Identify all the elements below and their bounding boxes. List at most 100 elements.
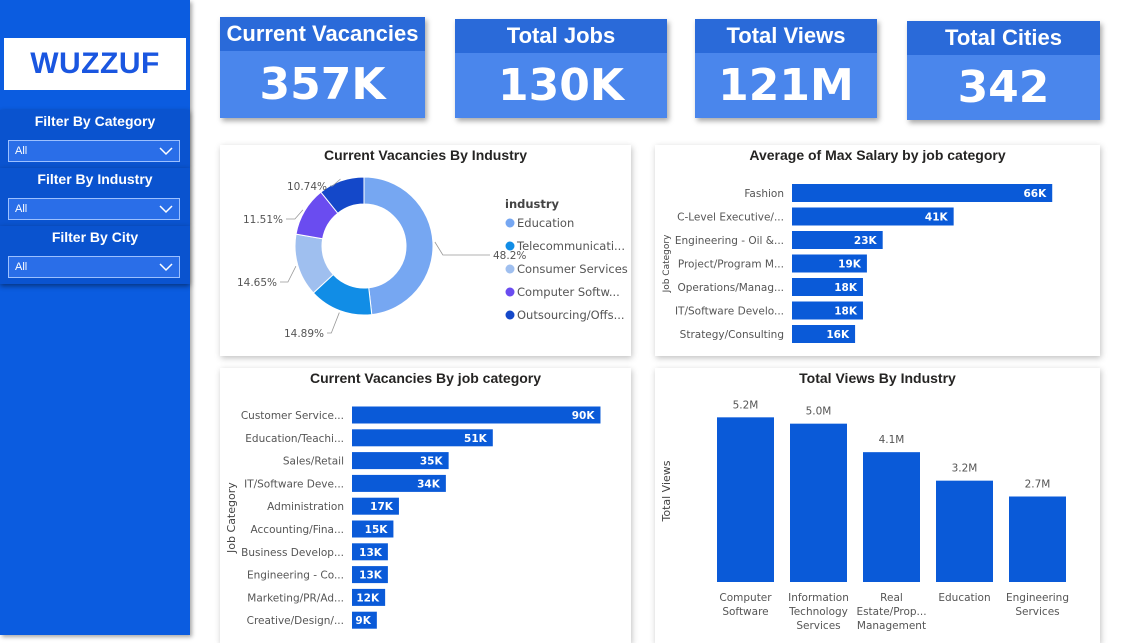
y-axis-title: Job Category — [225, 482, 238, 554]
category-label: Creative/Design/... — [247, 615, 344, 627]
chart-avg-max-salary: Average of Max Salary by job category Fa… — [655, 145, 1100, 356]
bar — [352, 474, 446, 492]
column-value-label: 2.7M — [1025, 479, 1051, 491]
bar — [352, 497, 399, 515]
x-tick-label: Services — [796, 620, 840, 632]
filter-industry: Filter By Industry All — [0, 168, 190, 226]
wuzzuf-logo: WUZZUF — [4, 38, 186, 90]
kpi-title: Total Jobs — [455, 19, 667, 53]
bar — [352, 566, 388, 584]
filter-category: Filter By Category All — [0, 110, 190, 168]
kpi-title: Total Views — [695, 19, 877, 53]
bar-value-label: 66K — [1023, 188, 1047, 200]
column — [1009, 496, 1066, 582]
column-value-label: 4.1M — [879, 434, 905, 446]
x-tick-label: Engineering — [1006, 592, 1069, 604]
category-label: Fashion — [744, 188, 784, 200]
bar-value-label: 9K — [355, 615, 371, 627]
bar-value-label: 41K — [925, 212, 949, 224]
bar-value-label: 51K — [464, 433, 488, 445]
x-tick-label: Software — [722, 606, 768, 618]
bar-value-label: 34K — [417, 478, 441, 490]
x-tick-label: Real — [880, 592, 903, 604]
leader-line — [330, 178, 341, 187]
category-dropdown-value: All — [15, 145, 28, 157]
category-label: Education/Teachi... — [245, 433, 344, 445]
chart-title: Total Views By Industry — [799, 370, 956, 386]
category-label: Accounting/Fina... — [251, 524, 344, 536]
y-axis-title: Job Category — [662, 234, 672, 294]
category-label: C-Level Executive/... — [677, 212, 784, 224]
bar-value-label: 23K — [854, 235, 878, 247]
donut-slice — [363, 176, 434, 316]
column-value-label: 5.2M — [733, 399, 759, 411]
leader-line — [286, 209, 304, 220]
bar-value-label: 19K — [838, 259, 862, 271]
chart-vacancies-by-industry: Current Vacancies By Industry 48.2% 14.89… — [220, 145, 631, 356]
x-tick-label: Computer — [719, 592, 772, 604]
kpi-title: Current Vacancies — [220, 17, 425, 51]
bar — [792, 231, 883, 249]
legend-marker — [505, 264, 515, 274]
leader-line — [280, 265, 297, 283]
column — [790, 423, 847, 582]
jobcat-bar-chart: Customer Service... 90K Education/Teachi..… — [225, 406, 601, 629]
slice-pct-label: 48.2% — [493, 250, 526, 262]
industry-dropdown-value: All — [15, 203, 28, 215]
chevron-down-icon — [159, 147, 173, 156]
category-label: Sales/Retail — [283, 456, 344, 468]
kpi-total-views: Total Views 121M — [695, 19, 877, 118]
bar — [352, 452, 449, 470]
filter-city: Filter By City All — [0, 226, 190, 284]
column — [717, 417, 774, 582]
x-tick-label: Education — [938, 592, 990, 604]
bar-value-label: 18K — [834, 282, 858, 294]
city-dropdown[interactable]: All — [8, 256, 180, 278]
bar — [792, 325, 856, 343]
y-axis-title: Total Views — [660, 460, 673, 522]
legend-item: Consumer Services — [517, 262, 628, 276]
category-label: Engineering - Oil &... — [675, 235, 784, 247]
slice-pct-label: 10.74% — [287, 181, 327, 193]
sidebar: WUZZUF Filter By Category All Filter By … — [0, 0, 190, 635]
chart-title: Average of Max Salary by job category — [749, 147, 1006, 163]
city-dropdown-value: All — [15, 261, 28, 273]
bar — [792, 184, 1053, 202]
kpi-value: 121M — [695, 53, 877, 118]
column-value-label: 3.2M — [952, 463, 978, 475]
kpi-value: 342 — [907, 55, 1100, 120]
chart-title: Current Vacancies By job category — [309, 370, 542, 386]
legend-item: Education — [517, 216, 574, 230]
legend-marker — [505, 241, 515, 251]
x-tick-label: Technology — [788, 606, 848, 618]
category-label: Customer Service... — [241, 410, 344, 422]
industry-dropdown[interactable]: All — [8, 198, 180, 220]
bar-value-label: 13K — [359, 547, 383, 559]
bar — [792, 254, 867, 273]
kpi-total-cities: Total Cities 342 — [907, 21, 1100, 120]
x-tick-label: Information — [788, 592, 849, 604]
category-label: Administration — [267, 501, 344, 513]
chevron-down-icon — [159, 205, 173, 214]
views-column-chart: 5.2M Computer Software 5.0M Information Techn… — [660, 399, 1069, 632]
kpi-title: Total Cities — [907, 21, 1100, 55]
bar — [352, 406, 601, 424]
legend-item: Telecommunicati... — [516, 239, 625, 253]
kpi-value: 357K — [220, 51, 425, 118]
bar — [352, 520, 394, 538]
bar-value-label: 16K — [826, 329, 850, 341]
category-dropdown[interactable]: All — [8, 140, 180, 162]
leader-line — [327, 312, 340, 334]
chart-title: Current Vacancies By Industry — [323, 147, 528, 163]
chevron-down-icon — [159, 263, 173, 272]
bar — [352, 588, 386, 606]
filter-industry-title: Filter By Industry — [37, 171, 153, 187]
category-label: Business Develop... — [241, 547, 344, 559]
bar-value-label: 18K — [834, 306, 858, 318]
category-label: Strategy/Consulting — [680, 329, 784, 341]
logo-text: WUZZUF — [30, 47, 160, 80]
legend-marker — [505, 287, 515, 297]
legend-marker — [505, 218, 515, 228]
column — [936, 480, 993, 582]
kpi-value: 130K — [455, 53, 667, 118]
